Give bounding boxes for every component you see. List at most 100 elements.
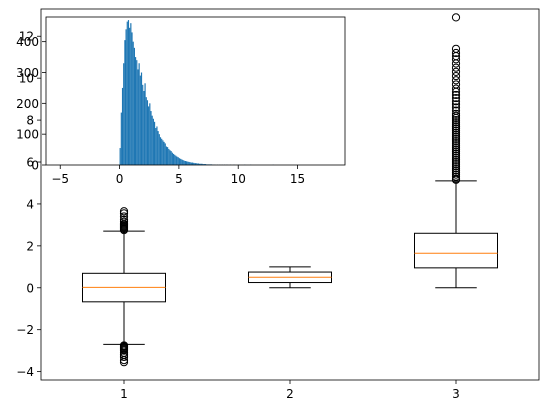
histogram-bar: [180, 158, 182, 165]
histogram-bar: [159, 137, 162, 165]
histogram-bar: [169, 150, 171, 165]
inset-x-tick-label: 15: [290, 172, 305, 186]
histogram-bar: [161, 138, 163, 165]
flier-point: [451, 44, 461, 53]
histogram-bar: [140, 72, 143, 165]
histogram-inset-axes: −5 0 5 10 15 0 100 200 300 400: [16, 16, 346, 186]
flier-point: [451, 141, 461, 150]
flier-point: [451, 84, 461, 93]
histogram-bar: [177, 157, 179, 165]
histogram-bar: [187, 161, 189, 165]
y-tick-label: 4: [26, 197, 34, 211]
histogram-bar: [127, 20, 130, 166]
box-body: [414, 232, 498, 269]
flier-point: [119, 207, 129, 216]
flier-point: [451, 130, 461, 139]
x-tick-label: 3: [452, 387, 460, 401]
flier-point: [451, 80, 461, 89]
histogram-bar: [156, 126, 158, 165]
flier-point: [451, 155, 461, 165]
histogram-bar: [190, 162, 192, 165]
histogram-bar: [195, 163, 197, 165]
histogram-bar: [203, 164, 205, 165]
histogram-bar: [157, 131, 159, 165]
histogram-bar: [200, 163, 202, 165]
flier-point: [451, 139, 461, 148]
histogram-bar: [133, 47, 135, 166]
y-tick-label: 0: [26, 281, 34, 295]
histogram-bar: [120, 112, 122, 165]
y-tick-label: −2: [16, 323, 34, 337]
flier-point: [451, 143, 461, 152]
histogram-bar: [174, 154, 176, 165]
flier-point: [119, 215, 129, 224]
inset-y-tick-label: 300: [16, 66, 39, 80]
histogram-bar: [139, 75, 141, 165]
inset-x-tick-label: 5: [175, 172, 183, 186]
histogram-bar: [150, 111, 152, 165]
flier-point: [451, 128, 461, 137]
flier-point: [451, 174, 461, 183]
flier-point: [119, 358, 129, 367]
y-tick-label: 10: [19, 72, 34, 86]
flier-point: [451, 106, 461, 115]
histogram-bar: [132, 41, 134, 165]
flier-point: [451, 90, 461, 100]
histogram-bar: [191, 162, 194, 165]
flier-point: [451, 63, 461, 72]
flier-point: [451, 162, 461, 171]
flier-point: [451, 132, 461, 141]
inset-y-tick-label: 100: [16, 128, 39, 142]
histogram-bar: [204, 164, 207, 165]
flier-point: [451, 164, 461, 173]
flier-point: [451, 71, 461, 81]
histogram-bar: [176, 156, 178, 165]
histogram-bar: [158, 134, 160, 165]
histogram-bar: [142, 84, 144, 165]
histogram-bar: [124, 40, 126, 165]
histogram-bar: [186, 161, 188, 165]
flier-point: [451, 166, 461, 175]
histogram-bar: [151, 115, 153, 165]
flier-point: [451, 120, 461, 129]
flier-point: [451, 145, 461, 154]
histogram-bar: [138, 63, 140, 165]
histogram-bar: [149, 103, 151, 165]
histogram-bar: [167, 147, 169, 165]
histogram-bar: [197, 163, 200, 165]
y-tick-label: −4: [16, 365, 34, 379]
histogram-bar: [131, 32, 133, 165]
histogram-bar: [126, 21, 128, 165]
histogram-bar: [121, 87, 124, 165]
flier-point: [451, 134, 461, 144]
inset-axes-frame: [45, 16, 346, 166]
x-tick-label: 2: [286, 387, 294, 401]
flier-point: [451, 157, 461, 167]
histogram-bar: [153, 121, 156, 165]
histogram-bar: [172, 153, 175, 165]
flier-point: [451, 67, 461, 76]
flier-point: [451, 109, 461, 118]
flier-point: [451, 151, 461, 160]
box-1: [82, 207, 166, 367]
inset-y-tick-label: 200: [16, 97, 39, 111]
histogram-bar: [148, 106, 150, 165]
histogram-bar: [188, 161, 190, 165]
histogram-bar: [168, 148, 170, 165]
flier-point: [451, 111, 461, 120]
flier-point: [119, 346, 129, 355]
histogram-bar: [143, 91, 145, 165]
flier-point: [451, 122, 461, 131]
flier-point: [119, 355, 129, 365]
histogram-bar: [145, 97, 147, 165]
histogram-bar: [136, 60, 138, 165]
histogram-bar: [137, 69, 139, 165]
histogram-bar: [194, 163, 196, 165]
histogram-bar: [152, 118, 154, 165]
histogram-bar: [146, 100, 149, 165]
flier-point: [119, 352, 129, 362]
flier-point: [119, 217, 129, 226]
y-tick-label: 12: [19, 30, 34, 44]
histogram-bar: [125, 29, 127, 166]
